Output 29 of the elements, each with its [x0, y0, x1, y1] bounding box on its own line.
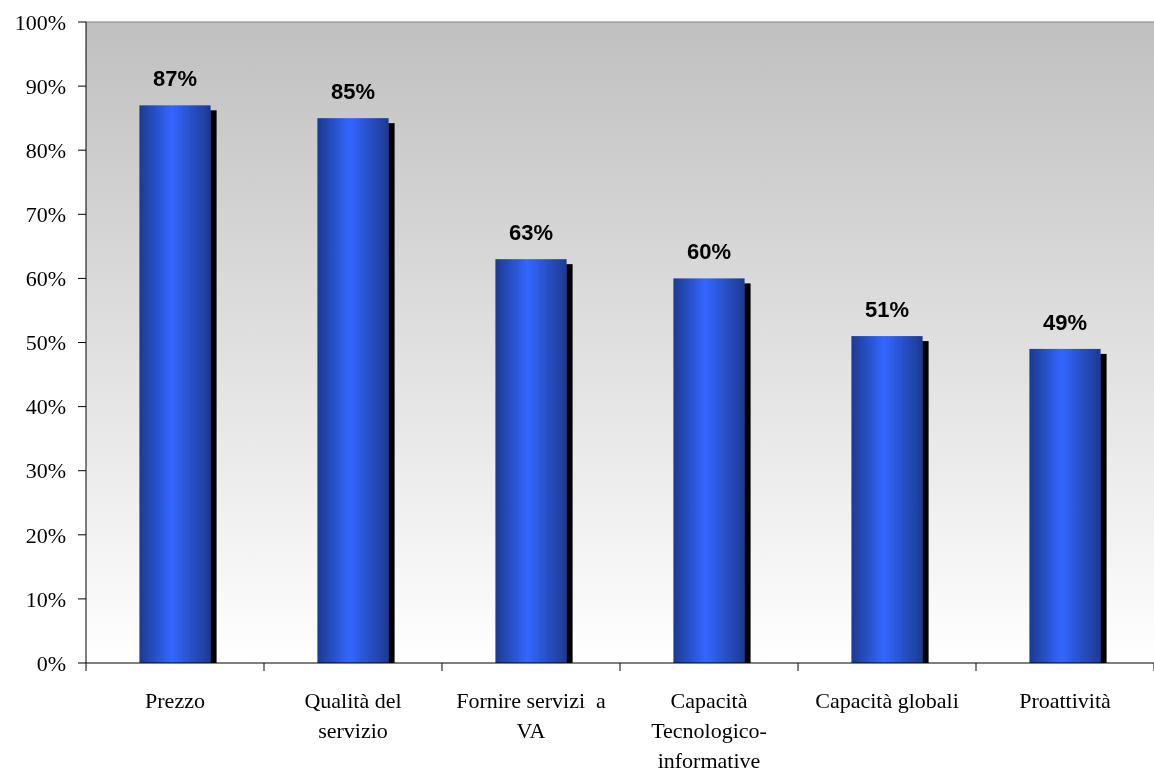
y-tick-label: 30% — [25, 458, 66, 484]
data-label: 60% — [686, 239, 732, 265]
x-tick-label: Qualità del servizio — [304, 688, 402, 743]
bar — [139, 105, 211, 663]
y-tick-label: 10% — [25, 586, 66, 612]
x-tick-label: Fornire servizi a VA — [456, 688, 607, 743]
x-tick-label: Proattività — [1019, 688, 1112, 713]
y-tick-label: 100% — [14, 9, 66, 35]
bar — [851, 336, 923, 663]
y-tick-label: 70% — [25, 202, 66, 227]
data-label: 87% — [152, 66, 198, 92]
x-tick-label: Capacità Tecnologico-informative — [651, 688, 767, 773]
bar — [317, 118, 389, 663]
y-tick-label: 60% — [25, 266, 66, 292]
y-tick-label: 40% — [25, 394, 66, 420]
data-label: 51% — [864, 297, 910, 323]
bar — [495, 259, 567, 663]
y-tick-label: 80% — [25, 137, 66, 163]
bar — [673, 278, 745, 663]
bar — [1029, 348, 1101, 663]
x-tick-label: Prezzo — [145, 688, 205, 713]
data-label: 63% — [508, 220, 554, 246]
data-label: 49% — [1042, 309, 1088, 335]
y-tick-label: 20% — [25, 522, 66, 548]
data-label: 85% — [330, 79, 376, 105]
y-tick-label: 50% — [25, 330, 66, 356]
y-tick-label: 90% — [25, 73, 66, 99]
y-tick-label: 0% — [36, 650, 66, 676]
x-tick-label: Capacità globali — [815, 688, 959, 713]
